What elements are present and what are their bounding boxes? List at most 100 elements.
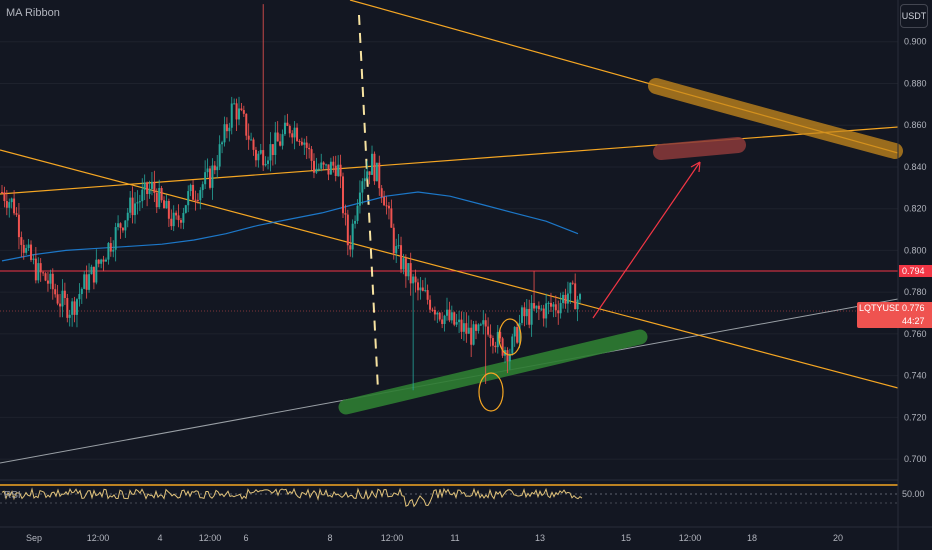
price-tick-label: 0.740 [904, 371, 927, 381]
candle-body [298, 140, 301, 142]
candle-body [109, 243, 112, 252]
candle-body [27, 244, 30, 249]
time-tick-label: 12:00 [381, 533, 404, 543]
projection-arrow[interactable] [592, 161, 701, 319]
candle-body [467, 327, 470, 334]
candle-body [196, 199, 199, 201]
candle-body [537, 305, 540, 310]
time-axis[interactable]: Sep 12:00 4 12:00 6 8 12:00 11 13 15 12:00 18 20 [26, 533, 843, 543]
candle-body [221, 142, 224, 145]
candle-body [564, 294, 567, 304]
candle-body [5, 201, 8, 208]
candle-body [3, 192, 6, 202]
time-tick-label: 12:00 [199, 533, 222, 543]
price-tick-label: 0.800 [904, 245, 927, 255]
rsi-legend[interactable]: RSI [4, 490, 21, 501]
target-band[interactable] [653, 137, 746, 160]
candle-body [170, 218, 173, 227]
candle-body [542, 308, 545, 319]
candle-body [416, 282, 419, 291]
candle-body [225, 124, 228, 132]
candlestick-series[interactable] [1, 4, 581, 391]
candle-body [530, 303, 533, 325]
candle-body [506, 350, 509, 362]
candle-body [559, 303, 562, 314]
candle-body [303, 142, 306, 145]
price-tick-label: 0.780 [904, 287, 927, 297]
candle-body [56, 294, 59, 304]
candle-body [421, 287, 424, 291]
candle-body [245, 113, 248, 136]
candle-body [66, 297, 69, 318]
candle-body [175, 212, 178, 216]
candle-body [334, 165, 337, 176]
candle-body [508, 353, 511, 362]
candle-body [199, 190, 202, 201]
ascending-trendline[interactable] [0, 126, 899, 195]
price-axis[interactable]: 0.900 0.880 0.860 0.840 0.820 0.800 0.780 0.760… [904, 37, 927, 464]
candle-body [552, 304, 555, 307]
candle-body [68, 314, 71, 318]
candle-body [426, 290, 429, 300]
candle-body [95, 259, 98, 283]
candle-body [126, 212, 129, 221]
candle-body [453, 312, 456, 325]
indicator-legend[interactable]: MA Ribbon [6, 7, 60, 19]
descending-trendline-lower[interactable] [0, 149, 899, 389]
candle-body [484, 320, 487, 327]
candle-body [317, 168, 320, 170]
candle-body [404, 258, 407, 277]
candle-body [465, 323, 468, 334]
higher-low-marker-circle[interactable] [498, 318, 522, 356]
candle-body [470, 327, 473, 345]
rsi-line[interactable] [1, 487, 583, 508]
candle-body [569, 282, 572, 294]
candle-body [134, 203, 137, 216]
moving-average-line[interactable] [1, 191, 579, 262]
candle-body [579, 294, 581, 300]
candle-body [213, 165, 216, 171]
last-price-value: 0.776 [902, 303, 925, 313]
candle-body [51, 273, 54, 290]
candle-body [525, 308, 528, 317]
candle-body [487, 326, 490, 335]
candle-body [549, 302, 552, 307]
candle-body [131, 197, 134, 216]
candle-body [223, 124, 226, 143]
candle-body [61, 290, 64, 307]
candle-body [518, 322, 521, 343]
event-dashed-line[interactable] [358, 14, 379, 391]
candle-body [274, 132, 277, 155]
candle-body [211, 165, 214, 188]
candle-body [489, 334, 492, 339]
candle-body [112, 249, 115, 252]
candle-body [286, 122, 289, 126]
candle-body [520, 307, 523, 323]
candle-body [143, 182, 146, 190]
candle-body [414, 276, 417, 283]
candle-body [400, 245, 403, 270]
candle-body [322, 162, 325, 165]
price-tick-label: 0.720 [904, 412, 927, 422]
currency-button[interactable]: USDT [900, 4, 928, 28]
candle-body [392, 227, 395, 254]
candle-body [354, 220, 357, 224]
candle-body [92, 266, 95, 283]
candle-body [119, 223, 122, 228]
candle-body [136, 202, 139, 204]
candle-body [88, 274, 91, 290]
low-marker-circle[interactable] [478, 372, 504, 412]
candle-body [349, 245, 352, 250]
candle-body [448, 309, 451, 321]
support-band[interactable] [338, 329, 648, 415]
candle-body [380, 188, 383, 198]
candle-body [49, 273, 52, 284]
upper-resistance-band[interactable] [648, 78, 903, 159]
candle-body [184, 205, 187, 213]
candle-body [296, 127, 299, 141]
candle-body [104, 259, 107, 262]
candle-body [15, 213, 18, 215]
candle-body [308, 147, 311, 150]
candle-body [39, 263, 42, 273]
